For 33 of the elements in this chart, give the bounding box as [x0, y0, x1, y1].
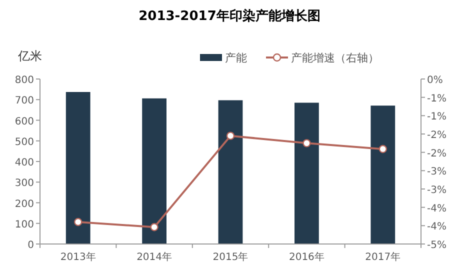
point [302, 139, 311, 148]
y2-tick-label: -1% [427, 93, 446, 104]
y2-tick-label: -3% [427, 166, 446, 178]
point [226, 132, 235, 140]
y2-tick-label: -5% [427, 240, 446, 251]
y2-tick-label: -2% [427, 130, 446, 141]
legend-label: 产能 [225, 52, 247, 64]
y-axis-title: 亿米 [17, 49, 42, 63]
chart-title: 2013-2017年印染产能增长图 [138, 8, 320, 24]
y2-tick-label: -4% [427, 222, 446, 233]
y2-tick-label: -2% [427, 148, 446, 160]
x-tick-label: 2016年 [288, 251, 324, 263]
point [150, 223, 158, 232]
legend-label: 产能增速（右轴） [291, 52, 379, 64]
y-tick-label: 100 [14, 219, 34, 230]
point [378, 144, 387, 154]
y-tick-label: 700 [14, 96, 34, 107]
y2-tick-label: -1% [427, 112, 446, 123]
y-tick-label: 400 [14, 158, 34, 168]
point [74, 218, 82, 226]
y-tick-label: 200 [14, 198, 34, 210]
y-tick-label: 0 [28, 240, 34, 251]
y2-tick-label: -3% [427, 185, 446, 196]
y-tick-label: 500 [14, 136, 34, 148]
x-tick-label: 2014年 [136, 251, 172, 263]
x-tick-label: 2015年 [212, 251, 248, 263]
x-tick-label: 2017年 [365, 251, 401, 263]
y2-tick-label: 0% [427, 75, 443, 86]
y-tick-label: 800 [14, 75, 34, 86]
y2-tick-label: -4% [427, 203, 446, 214]
x-tick-label: 2013年 [60, 251, 96, 263]
y-tick-label: 300 [14, 178, 34, 190]
y-tick-label: 600 [14, 116, 34, 128]
